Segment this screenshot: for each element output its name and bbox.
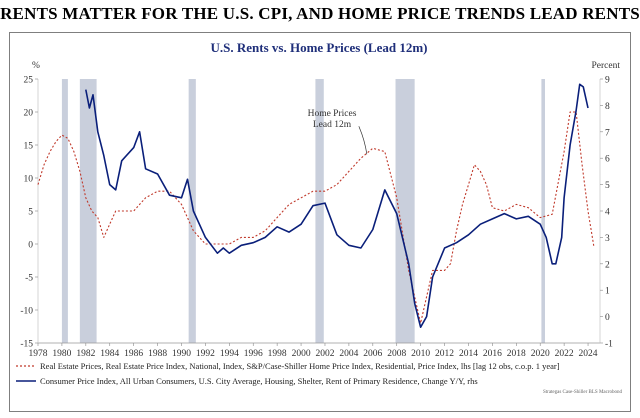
series: [37, 83, 595, 328]
x-tick-label: 2000: [292, 349, 311, 359]
y-right-tick-label: 6: [605, 155, 610, 165]
x-tick-label: 2022: [555, 349, 574, 359]
y-left-tick-label: -5: [25, 274, 33, 284]
y-left-tick-label: 25: [24, 76, 34, 86]
x-tick-label: 1996: [244, 349, 263, 359]
y-right-tick-label: 9: [605, 76, 610, 86]
x-tick-label: 2014: [459, 349, 478, 359]
y-right-tick-label: 1: [605, 287, 610, 297]
legend: Real Estate Prices, Real Estate Price In…: [16, 361, 560, 386]
x-tick-label: 1994: [220, 349, 239, 359]
source-note: Strategas Case-Shiller BLS Macrobond: [543, 390, 623, 395]
x-tick-label: 2018: [507, 349, 526, 359]
x-tick-label: 1982: [76, 349, 95, 359]
recession-band: [541, 79, 545, 343]
y-right-tick-label: 4: [605, 208, 610, 218]
rents-series-line: [85, 83, 589, 328]
chart-panel: 25 20 15 10 5 0 -5 -10 -15 9 8 7 6 5 4 3 2 1 0 -1 1978 1980 19…: [9, 32, 631, 412]
y-right-tick-label: 7: [605, 128, 610, 138]
y-right-tick-label: 8: [605, 102, 610, 112]
y-right-tick-label: 5: [605, 181, 610, 191]
x-tick-label: 1984: [100, 349, 119, 359]
annotation-line-2: Lead 12m: [313, 120, 352, 130]
x-tick-label: 1980: [52, 349, 71, 359]
recession-band: [79, 79, 97, 343]
recession-band: [315, 79, 324, 343]
x-tick-label: 1988: [148, 349, 167, 359]
chart-title: U.S. Rents vs. Home Prices (Lead 12m): [211, 40, 428, 55]
y-left-tick-label: -15: [20, 340, 33, 350]
y-right-tick-label: -1: [605, 340, 613, 350]
page-title: RENTS MATTER FOR THE U.S. CPI, AND HOME …: [0, 4, 640, 23]
y-left-tick-label: -10: [20, 307, 33, 317]
y-left-tick-label: 5: [28, 208, 33, 218]
y-right-tick-label: 3: [605, 234, 610, 244]
y-right-tick-label: 2: [605, 260, 610, 270]
y-left-tick-label: 20: [24, 109, 34, 119]
x-tick-label: 2010: [411, 349, 430, 359]
recession-band: [188, 79, 196, 343]
y-right-label: Percent: [592, 61, 621, 71]
x-tick-label: 1998: [268, 349, 287, 359]
x-tick-label: 1990: [172, 349, 191, 359]
legend-item-rents: Consumer Price Index, All Urban Consumer…: [40, 376, 478, 386]
x-tick-label: 1992: [196, 349, 215, 359]
x-tick-label: 2012: [435, 349, 454, 359]
legend-item-home-prices: Real Estate Prices, Real Estate Price In…: [40, 361, 560, 371]
x-tick-label: 2006: [363, 349, 382, 359]
x-tick-label: 1978: [29, 349, 48, 359]
y-left-tick-label: 0: [28, 241, 33, 251]
recession-bands: [61, 79, 545, 343]
x-tick-label: 2008: [387, 349, 406, 359]
annotation-line-1: Home Prices: [308, 109, 357, 119]
x-tick-label: 2004: [339, 349, 358, 359]
y-left-tick-label: 15: [24, 142, 34, 152]
annotation: Home Prices Lead 12m: [308, 109, 368, 155]
recession-band: [395, 79, 415, 343]
x-tick-label: 2020: [531, 349, 550, 359]
y-left-label: %: [32, 61, 40, 71]
x-tick-label: 2024: [579, 349, 598, 359]
y-right-tick-label: 0: [605, 313, 610, 323]
x-tick-label: 2016: [483, 349, 502, 359]
home-prices-series-line: [37, 111, 595, 324]
annotation-arrow: [358, 126, 368, 155]
x-tick-label: 1986: [124, 349, 143, 359]
x-tick-label: 2002: [315, 349, 334, 359]
recession-band: [61, 79, 68, 343]
y-left-tick-label: 10: [24, 175, 34, 185]
